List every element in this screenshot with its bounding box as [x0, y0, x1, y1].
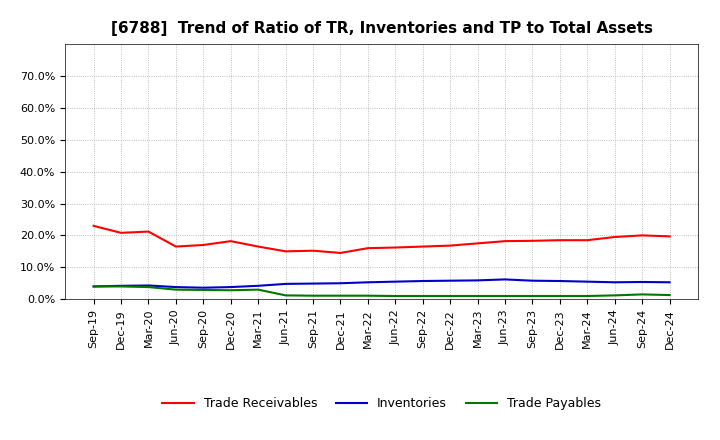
Trade Receivables [226, 238, 235, 244]
Inventories [309, 281, 318, 286]
Trade Payables [171, 287, 180, 292]
Line: Trade Receivables: Trade Receivables [94, 226, 670, 253]
Trade Payables [665, 293, 674, 298]
Trade Receivables [638, 233, 647, 238]
Trade Payables [528, 293, 537, 299]
Inventories [583, 279, 592, 284]
Trade Receivables [446, 243, 454, 248]
Trade Payables [144, 284, 153, 290]
Trade Receivables [144, 229, 153, 234]
Trade Payables [336, 293, 345, 298]
Trade Receivables [556, 238, 564, 243]
Inventories [391, 279, 400, 284]
Trade Receivables [418, 244, 427, 249]
Trade Receivables [89, 223, 98, 228]
Trade Payables [309, 293, 318, 298]
Inventories [611, 280, 619, 285]
Trade Payables [418, 293, 427, 299]
Inventories [364, 280, 372, 285]
Inventories [199, 285, 207, 290]
Trade Receivables [391, 245, 400, 250]
Inventories [117, 283, 125, 289]
Trade Receivables [199, 242, 207, 248]
Trade Receivables [117, 230, 125, 235]
Inventories [89, 284, 98, 289]
Trade Payables [282, 293, 290, 298]
Inventories [665, 280, 674, 285]
Inventories [638, 279, 647, 285]
Trade Receivables [473, 241, 482, 246]
Trade Payables [611, 293, 619, 298]
Trade Payables [364, 293, 372, 298]
Trade Receivables [282, 249, 290, 254]
Trade Payables [89, 284, 98, 289]
Title: [6788]  Trend of Ratio of TR, Inventories and TP to Total Assets: [6788] Trend of Ratio of TR, Inventories… [111, 21, 652, 36]
Trade Receivables [309, 248, 318, 253]
Inventories [528, 278, 537, 283]
Inventories [226, 284, 235, 290]
Trade Payables [556, 293, 564, 299]
Trade Receivables [500, 238, 509, 244]
Trade Receivables [364, 246, 372, 251]
Trade Payables [446, 293, 454, 299]
Trade Receivables [665, 234, 674, 239]
Trade Payables [583, 293, 592, 299]
Trade Payables [254, 287, 263, 292]
Trade Receivables [528, 238, 537, 243]
Trade Payables [391, 293, 400, 299]
Trade Payables [473, 293, 482, 299]
Inventories [282, 281, 290, 286]
Trade Payables [117, 284, 125, 289]
Trade Payables [638, 292, 647, 297]
Inventories [254, 283, 263, 289]
Trade Receivables [171, 244, 180, 249]
Trade Receivables [611, 235, 619, 240]
Legend: Trade Receivables, Inventories, Trade Payables: Trade Receivables, Inventories, Trade Pa… [157, 392, 606, 415]
Trade Payables [500, 293, 509, 299]
Line: Inventories: Inventories [94, 279, 670, 288]
Inventories [446, 278, 454, 283]
Trade Payables [226, 288, 235, 293]
Inventories [336, 281, 345, 286]
Inventories [500, 277, 509, 282]
Inventories [144, 283, 153, 288]
Inventories [418, 279, 427, 284]
Trade Receivables [254, 244, 263, 249]
Line: Trade Payables: Trade Payables [94, 286, 670, 296]
Trade Receivables [583, 238, 592, 243]
Trade Payables [199, 287, 207, 293]
Inventories [473, 278, 482, 283]
Inventories [171, 284, 180, 290]
Trade Receivables [336, 250, 345, 256]
Inventories [556, 279, 564, 284]
